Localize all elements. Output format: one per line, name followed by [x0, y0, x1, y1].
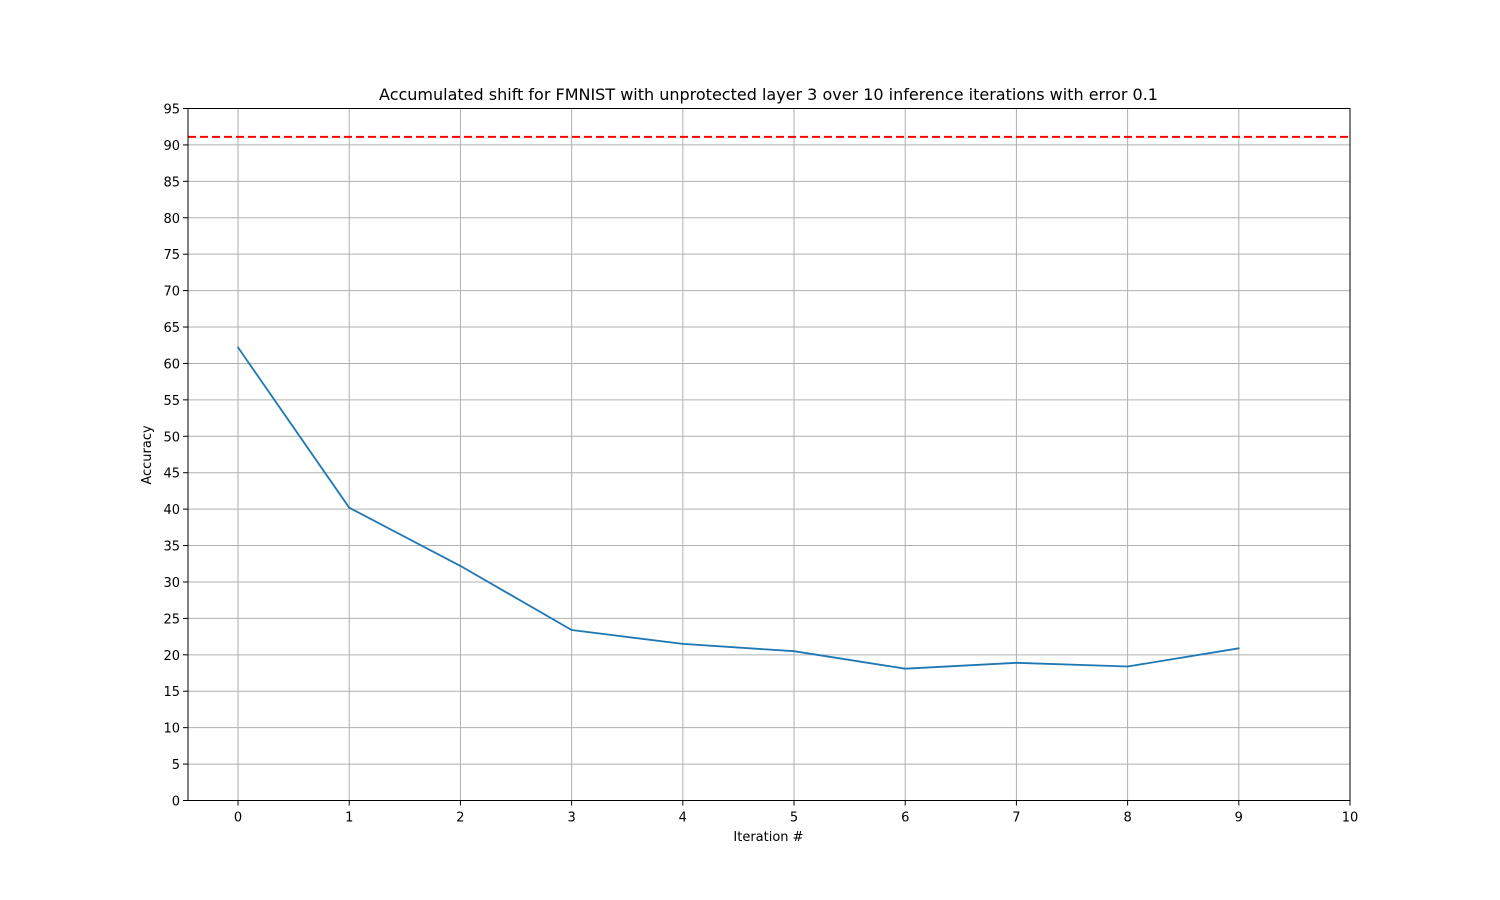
y-tick-label: 95 [163, 103, 180, 118]
x-tick-label: 2 [456, 811, 464, 826]
y-tick-label: 20 [163, 649, 180, 664]
y-tick-label: 50 [163, 430, 180, 445]
y-tick-label: 80 [163, 212, 180, 227]
y-tick-label: 65 [163, 321, 180, 336]
x-tick-label: 3 [567, 811, 575, 826]
data-point [459, 565, 462, 567]
y-tick-label: 30 [163, 576, 180, 591]
data-point [793, 650, 795, 653]
chart-title: Accumulated shift for FMNIST with unprot… [379, 85, 1158, 104]
plot-frame [187, 108, 1351, 801]
y-tick-label: 60 [163, 357, 180, 372]
data-point [1015, 661, 1018, 664]
y-tick-label: 10 [163, 722, 180, 737]
y-tick-label: 85 [163, 175, 180, 190]
x-tick-label: 9 [1235, 811, 1243, 826]
y-axis-label: Accuracy [140, 425, 155, 485]
y-tick-label: 0 [172, 795, 180, 810]
y-tick-label: 35 [163, 540, 180, 555]
y-tick-label: 45 [163, 467, 180, 482]
y-tick-label: 75 [163, 248, 180, 263]
y-tick-label: 90 [163, 139, 180, 154]
x-tick-label: 5 [790, 811, 798, 826]
y-tick-label: 40 [163, 503, 180, 518]
y-tick-label: 15 [163, 685, 180, 700]
data-point [348, 506, 351, 509]
x-axis: 0 1 2 3 4 5 6 7 8 9 10 [234, 800, 1359, 826]
y-tick-label: 5 [172, 758, 180, 773]
x-tick-label: 7 [1012, 811, 1020, 826]
x-tick-label: 0 [234, 811, 242, 826]
y-tick-label: 55 [163, 394, 180, 409]
data-point [1126, 665, 1129, 668]
series-layer [237, 346, 1240, 670]
series-line [237, 346, 1239, 670]
data-point [681, 642, 684, 645]
y-tick-label: 70 [163, 285, 180, 300]
data-point [570, 629, 573, 631]
y-axis: 0 5 10 15 20 25 30 35 40 45 50 55 60 65 70 75 80 85 90 95 [163, 103, 188, 810]
data-point [904, 667, 907, 670]
data-point [237, 346, 239, 349]
data-point [1237, 647, 1240, 650]
x-axis-label: Iteration # [733, 830, 803, 845]
x-tick-label: 6 [901, 811, 909, 826]
x-tick-label: 8 [1123, 811, 1131, 826]
y-tick-label: 25 [163, 612, 180, 627]
x-tick-label: 4 [679, 811, 687, 826]
x-tick-label: 10 [1342, 811, 1359, 826]
x-tick-label: 1 [345, 811, 353, 826]
